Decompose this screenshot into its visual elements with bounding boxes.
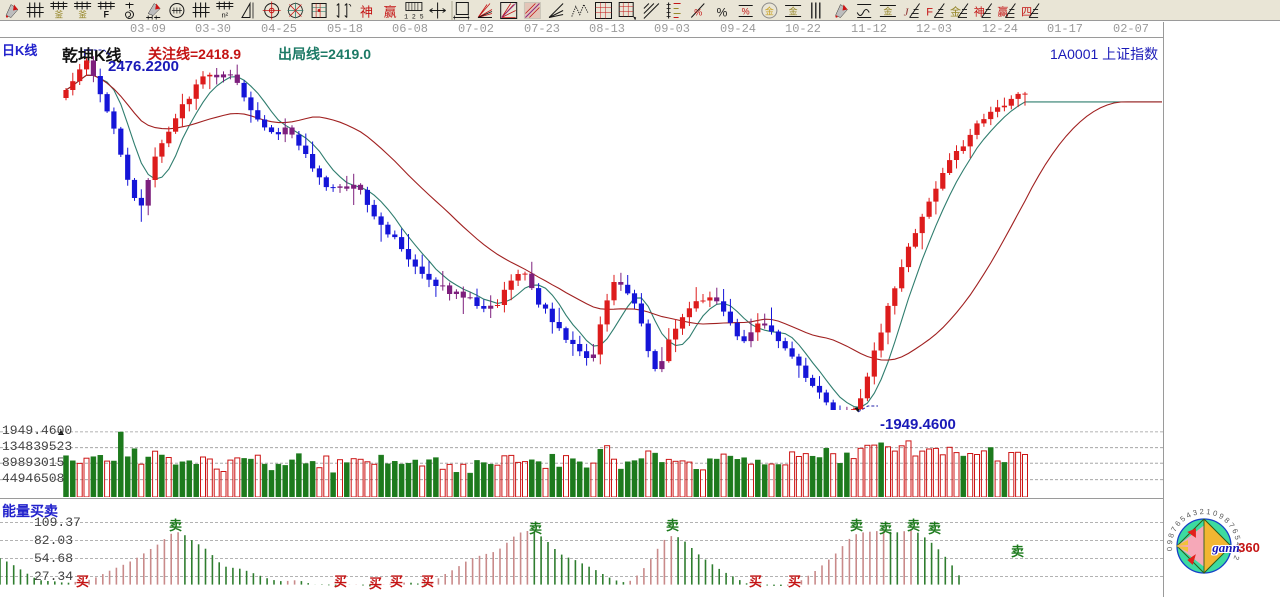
svg-text:6: 6 [1230, 527, 1240, 535]
svg-text:4: 4 [1185, 510, 1193, 520]
svg-text:2: 2 [1199, 507, 1204, 516]
svg-text:360: 360 [1238, 540, 1260, 555]
svg-text:1: 1 [1206, 507, 1211, 516]
svg-text:0: 0 [1165, 547, 1174, 552]
svg-text:8: 8 [1166, 532, 1176, 539]
svg-text:9: 9 [1165, 540, 1174, 545]
svg-text:3: 3 [1192, 508, 1198, 518]
svg-text:gann: gann [1211, 540, 1239, 555]
